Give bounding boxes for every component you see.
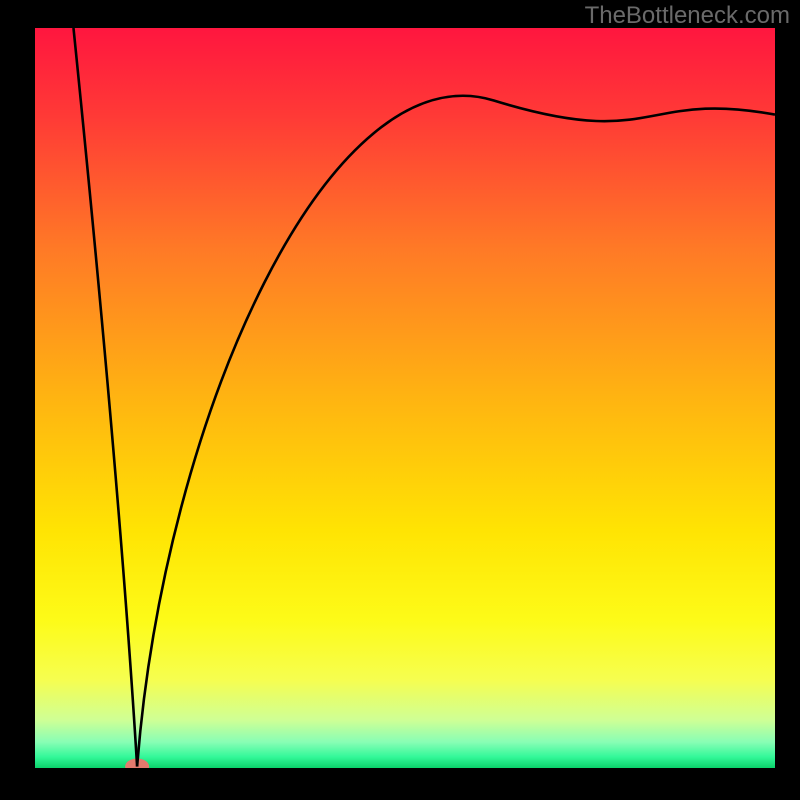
watermark-text: TheBottleneck.com <box>585 2 790 30</box>
bottleneck-chart <box>0 0 800 800</box>
plot-background <box>35 28 775 768</box>
